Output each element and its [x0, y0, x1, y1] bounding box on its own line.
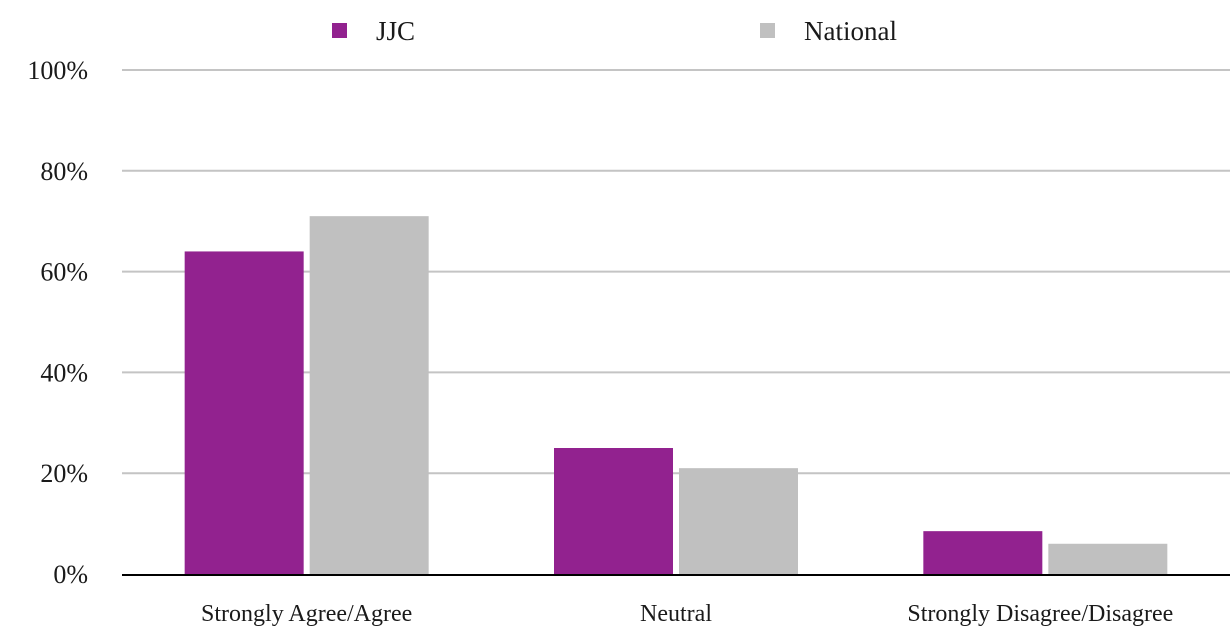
x-axis-categories: Strongly Agree/Agree Neutral Strongly Disa… — [201, 601, 1173, 627]
bar-jjc-0 — [184, 251, 304, 574]
legend-swatch-national — [760, 23, 775, 38]
bar-jjc-1 — [554, 448, 673, 574]
y-axis-ticks: 0% 20% 40% 60% 80% 100% — [27, 56, 88, 589]
legend-label-national: National — [804, 16, 897, 46]
x-category-label: Strongly Agree/Agree — [201, 601, 412, 627]
bar-jjc-2 — [923, 531, 1043, 574]
y-tick-label: 40% — [40, 358, 88, 387]
x-category-label: Neutral — [640, 601, 712, 627]
y-tick-label: 80% — [40, 157, 88, 186]
legend-swatch-jjc — [332, 23, 347, 38]
bar-national-2 — [1048, 543, 1168, 574]
bars — [184, 216, 1168, 574]
y-tick-label: 20% — [40, 459, 88, 488]
y-tick-label: 0% — [53, 560, 88, 589]
bar-national-1 — [679, 468, 798, 574]
legend-label-jjc: JJC — [376, 16, 415, 46]
y-tick-label: 100% — [27, 56, 88, 85]
y-tick-label: 60% — [40, 258, 88, 287]
bar-national-0 — [309, 216, 429, 574]
gridlines — [122, 69, 1230, 475]
legend: JJC National — [332, 16, 897, 46]
x-category-label: Strongly Disagree/Disagree — [907, 601, 1173, 627]
